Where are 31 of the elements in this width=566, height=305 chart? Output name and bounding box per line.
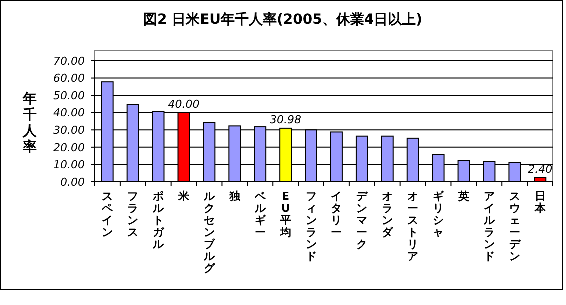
data-label: 40.00 bbox=[168, 98, 200, 111]
x-tick-label: 英 bbox=[458, 190, 470, 203]
y-axis-title: 年千人率 bbox=[22, 92, 38, 156]
data-label: 2.40 bbox=[528, 162, 553, 176]
y-tick-label: 10.00 bbox=[54, 158, 85, 172]
data-label: 30.98 bbox=[270, 113, 302, 126]
y-tick-label: 0.00 bbox=[60, 176, 85, 189]
x-tick-label: 独 bbox=[228, 190, 242, 203]
x-tick-label: ポルトガル bbox=[152, 190, 166, 251]
x-tick-label: スペイン bbox=[101, 190, 114, 239]
x-tick-label: ベルギー bbox=[254, 190, 267, 239]
x-tick-label: フィンランド bbox=[306, 190, 317, 263]
x-tick-label: オーストリア bbox=[408, 190, 419, 263]
y-tick-label: 70.00 bbox=[54, 54, 85, 68]
x-tick-label: スウェーデン bbox=[509, 190, 522, 263]
x-tick-label: 米 bbox=[177, 190, 190, 203]
y-tick-label: 50.00 bbox=[54, 89, 85, 102]
x-tick-label: EU平均 bbox=[279, 190, 292, 239]
y-tick-label: 20.00 bbox=[54, 141, 85, 154]
chart-title: 図2 日米EU年千人率(2005、休業4日以上) bbox=[143, 11, 423, 28]
x-tick-label: アイルランド bbox=[482, 190, 496, 263]
x-tick-label: ギリシャ bbox=[433, 190, 446, 239]
y-tick-label: 40.00 bbox=[54, 106, 85, 120]
y-tick-label: 60.00 bbox=[54, 72, 85, 86]
x-tick-label: フランス bbox=[128, 190, 139, 239]
x-tick-label: イタリー bbox=[331, 190, 342, 239]
x-tick-label: 日本 bbox=[534, 190, 547, 215]
x-tick-label: オランダ bbox=[382, 190, 394, 239]
y-tick-label: 30.00 bbox=[54, 124, 85, 137]
x-tick-label: ルクセンブルグ bbox=[202, 190, 216, 275]
x-tick-label: デンマーク bbox=[356, 190, 369, 251]
